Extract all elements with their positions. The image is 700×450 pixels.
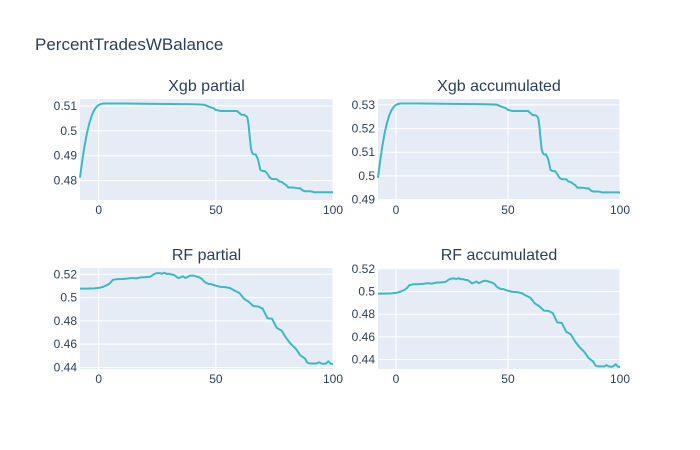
series-line [79,102,333,194]
subplot-title: RF accumulated [441,247,558,264]
x-tick-label: 0 [95,203,102,217]
x-tick-label: 0 [95,372,102,386]
x-tick-label: 50 [501,203,515,217]
plot-area [378,268,620,369]
plot-area [80,268,333,369]
x-tick-label: 100 [323,203,343,217]
series-line [377,102,620,194]
subplot-xgb-partial: 0 50 100 0.48 0.49 0.5 0.51 Xgb partial [54,78,344,217]
y-tick-label: 0.46 [54,337,78,351]
subplot-title: Xgb accumulated [437,78,561,95]
subplots: 0 50 100 0.48 0.49 0.5 0.51 Xgb partial 0 50 100 0.… [54,78,631,386]
x-tick-label: 0 [393,372,400,386]
series-line [80,271,334,366]
y-tick-label: 0.44 [54,360,78,374]
y-tick-label: 0.46 [352,330,376,344]
subplot-xgb-accumulated: 0 50 100 0.49 0.5 0.51 0.52 0.53 Xgb accumulated [352,78,631,217]
y-tick-label: 0.53 [352,98,376,112]
y-tick-label: 0.44 [352,352,376,366]
y-tick-label: 0.51 [54,99,78,113]
x-tick-label: 100 [610,372,630,386]
subplot-rf-partial: 0 50 100 0.44 0.46 0.48 0.5 0.52 RF partial [54,247,344,386]
y-tick-label: 0.49 [352,193,376,207]
subplot-title: RF partial [172,247,241,264]
subplot-rf-accumulated: 0 50 100 0.44 0.46 0.48 0.5 0.52 RF accumulated [352,247,631,386]
y-tick-label: 0.52 [352,122,376,136]
plot-area [80,99,333,200]
x-tick-label: 50 [501,372,515,386]
y-tick-label: 0.49 [54,149,78,163]
y-tick-label: 0.5 [60,291,77,305]
subplot-title: Xgb partial [168,78,245,95]
y-tick-label: 0.5 [358,285,375,299]
x-tick-label: 100 [610,203,630,217]
y-tick-label: 0.52 [54,267,78,281]
y-tick-label: 0.48 [54,174,78,188]
x-tick-label: 50 [209,372,223,386]
x-tick-label: 100 [323,372,343,386]
y-tick-label: 0.51 [352,145,376,159]
y-tick-label: 0.5 [358,169,375,183]
series-line [378,277,621,369]
y-tick-label: 0.48 [352,307,376,321]
y-tick-label: 0.48 [54,314,78,328]
plot-area [378,99,620,200]
y-tick-label: 0.5 [60,124,77,138]
y-tick-label: 0.52 [352,262,376,276]
x-tick-label: 50 [209,203,223,217]
figure-title: PercentTradesWBalance [35,35,223,54]
x-tick-label: 0 [393,203,400,217]
